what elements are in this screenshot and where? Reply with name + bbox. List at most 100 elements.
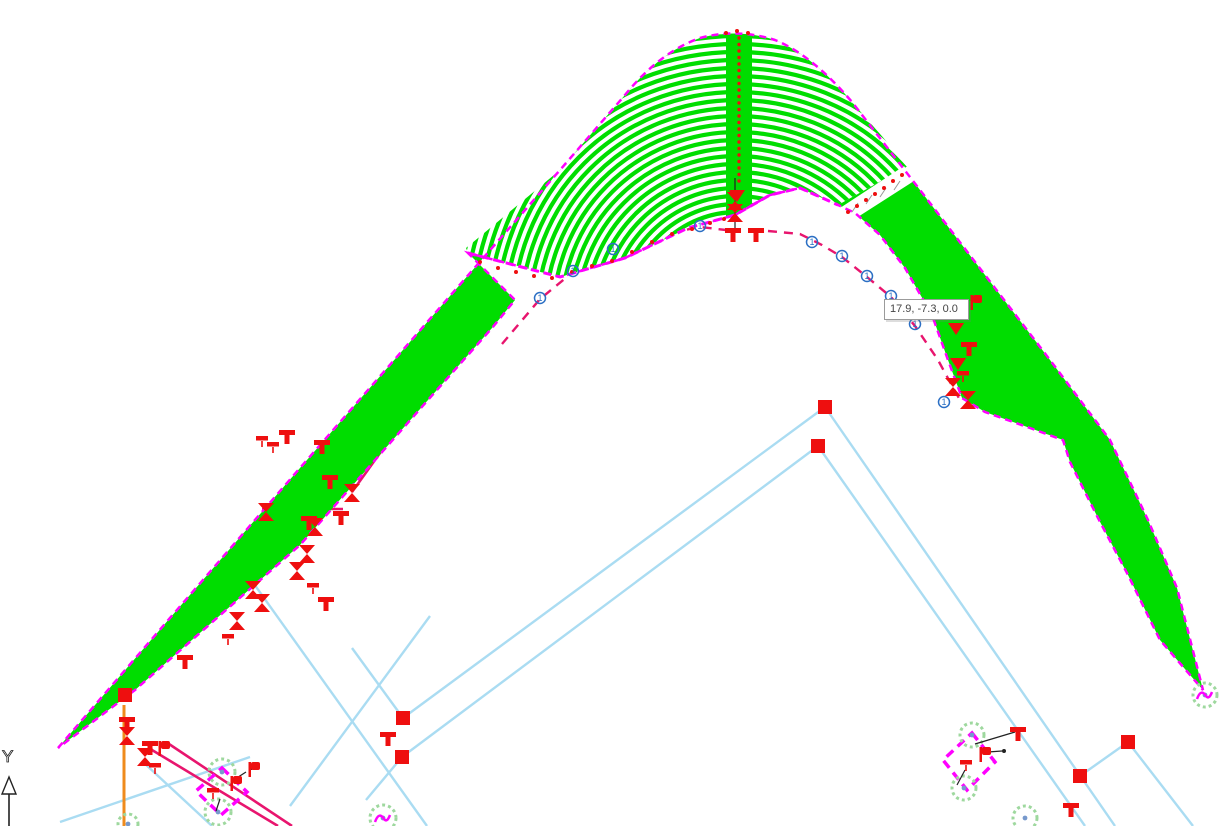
anchor-ring[interactable] bbox=[368, 803, 398, 826]
direction-marker-triangle[interactable] bbox=[948, 323, 964, 335]
tieoff-marker-bowtie[interactable] bbox=[727, 204, 743, 222]
leader-line bbox=[215, 798, 221, 812]
y-axis-arrow-icon bbox=[0, 775, 18, 795]
flag-marker[interactable] bbox=[248, 762, 261, 777]
tieoff-marker-bowtie[interactable] bbox=[137, 748, 153, 766]
stitch-sequence-icon[interactable]: 1 bbox=[908, 317, 922, 331]
embroidery-fill-region[interactable] bbox=[58, 33, 1203, 749]
tieoff-marker-bowtie[interactable] bbox=[344, 484, 360, 502]
trim-marker-t[interactable] bbox=[961, 342, 977, 356]
stitch-sequence-icon[interactable]: 1 bbox=[693, 219, 707, 233]
trim-marker-t[interactable] bbox=[725, 228, 741, 242]
anchor-ring[interactable] bbox=[116, 812, 140, 826]
guide-line[interactable] bbox=[365, 756, 403, 801]
trim-marker-t[interactable] bbox=[1063, 803, 1079, 817]
trim-marker-t[interactable] bbox=[333, 511, 349, 525]
flag-marker[interactable] bbox=[979, 747, 992, 762]
needle-penetration-dot bbox=[737, 107, 741, 112]
anchor-center-dot bbox=[219, 769, 225, 775]
direction-marker-triangle[interactable] bbox=[729, 190, 745, 202]
machine-function-markers-layer: 1 1 1 1 1 1 1 1 1 1 bbox=[118, 29, 1135, 817]
cap-bottom-outline-dashed[interactable] bbox=[467, 186, 839, 279]
trim-marker-t[interactable] bbox=[318, 597, 334, 611]
tieoff-marker-bowtie[interactable] bbox=[960, 391, 976, 409]
tieoff-marker-bowtie[interactable] bbox=[299, 545, 315, 563]
guide-line[interactable] bbox=[401, 445, 819, 758]
needle-penetration-dot bbox=[735, 29, 739, 33]
stitch-sequence-icon[interactable]: 1 bbox=[860, 269, 874, 283]
selection-outline-diamond[interactable] bbox=[940, 730, 998, 793]
svg-text:1: 1 bbox=[888, 291, 893, 301]
trim-marker-t[interactable] bbox=[119, 717, 135, 731]
dash-marker[interactable] bbox=[957, 371, 969, 382]
tieoff-marker-bowtie[interactable] bbox=[229, 612, 245, 630]
anchor-squiggle bbox=[1195, 691, 1214, 700]
stitch-sequence-icon[interactable]: 1 bbox=[835, 249, 849, 263]
guide-line[interactable] bbox=[1079, 741, 1129, 777]
tieoff-marker-bowtie[interactable] bbox=[254, 594, 270, 612]
dash-marker[interactable] bbox=[307, 583, 319, 594]
stop-marker-square[interactable] bbox=[1121, 735, 1135, 749]
anchor-ring[interactable] bbox=[958, 721, 986, 749]
trim-marker-t[interactable] bbox=[380, 732, 396, 746]
tieoff-marker-bowtie[interactable] bbox=[945, 378, 961, 396]
stop-marker-square[interactable] bbox=[818, 400, 832, 414]
stitch-sequence-icon[interactable]: 1 bbox=[937, 395, 951, 409]
stop-marker-square[interactable] bbox=[396, 711, 410, 725]
needle-penetration-dot bbox=[610, 259, 614, 263]
needle-penetration-dot bbox=[737, 153, 741, 157]
stop-marker-square[interactable] bbox=[811, 439, 825, 453]
needle-penetration-dot bbox=[737, 101, 741, 105]
guide-line[interactable] bbox=[824, 406, 1116, 826]
guide-line[interactable] bbox=[351, 647, 404, 719]
stitch-sequence-icon[interactable]: 1 bbox=[606, 242, 620, 256]
flag-marker[interactable] bbox=[230, 776, 243, 791]
flag-marker[interactable] bbox=[970, 295, 983, 310]
anchor-ring[interactable] bbox=[207, 757, 237, 787]
tieoff-marker-bowtie[interactable] bbox=[307, 518, 323, 536]
dash-marker[interactable] bbox=[222, 634, 234, 645]
anchor-ring[interactable] bbox=[1191, 681, 1219, 709]
tieoff-marker-bowtie[interactable] bbox=[289, 562, 305, 580]
guide-line[interactable] bbox=[1127, 741, 1194, 826]
trim-marker-t[interactable] bbox=[279, 430, 295, 444]
trim-marker-t[interactable] bbox=[748, 228, 764, 242]
guide-line[interactable] bbox=[243, 569, 428, 826]
needle-penetration-dot bbox=[570, 270, 574, 274]
guide-line[interactable] bbox=[402, 406, 826, 719]
object-outline-dashed[interactable] bbox=[57, 32, 1205, 749]
stop-marker-square[interactable] bbox=[118, 688, 132, 702]
dash-marker[interactable] bbox=[256, 436, 268, 447]
stop-marker-square[interactable] bbox=[1073, 769, 1087, 783]
dash-marker[interactable] bbox=[267, 442, 279, 453]
dash-marker[interactable] bbox=[960, 760, 972, 771]
guide-line[interactable] bbox=[59, 755, 251, 824]
trim-marker-t[interactable] bbox=[322, 475, 338, 489]
dash-marker[interactable] bbox=[207, 788, 219, 799]
trim-marker-t[interactable] bbox=[314, 440, 330, 454]
needle-penetration-dot bbox=[737, 75, 741, 79]
trim-marker-t[interactable] bbox=[1010, 727, 1026, 741]
trim-marker-t[interactable] bbox=[177, 655, 193, 669]
needle-penetration-dot bbox=[737, 146, 741, 151]
flag-marker[interactable] bbox=[158, 741, 171, 756]
tieoff-marker-bowtie[interactable] bbox=[258, 503, 274, 521]
dash-marker[interactable] bbox=[149, 763, 161, 774]
anchor-ring[interactable] bbox=[950, 774, 978, 802]
direction-marker-triangle[interactable] bbox=[950, 358, 966, 370]
anchor-center-dot bbox=[215, 809, 221, 815]
anchor-ring[interactable] bbox=[1011, 804, 1039, 826]
tieoff-marker-bowtie[interactable] bbox=[119, 727, 135, 745]
anchor-ring[interactable] bbox=[203, 797, 233, 826]
needle-penetration-dot bbox=[737, 49, 741, 53]
stitch-sequence-icon[interactable]: 1 bbox=[805, 235, 819, 249]
guide-line[interactable] bbox=[817, 445, 1086, 826]
guide-line[interactable] bbox=[289, 615, 431, 807]
stitch-sequence-icon[interactable]: 1 bbox=[566, 264, 580, 278]
stitch-sequence-icon[interactable]: 1 bbox=[533, 291, 547, 305]
svg-text:1: 1 bbox=[941, 397, 946, 407]
stop-marker-square[interactable] bbox=[395, 750, 409, 764]
y-axis-indicator: Y bbox=[0, 747, 18, 826]
